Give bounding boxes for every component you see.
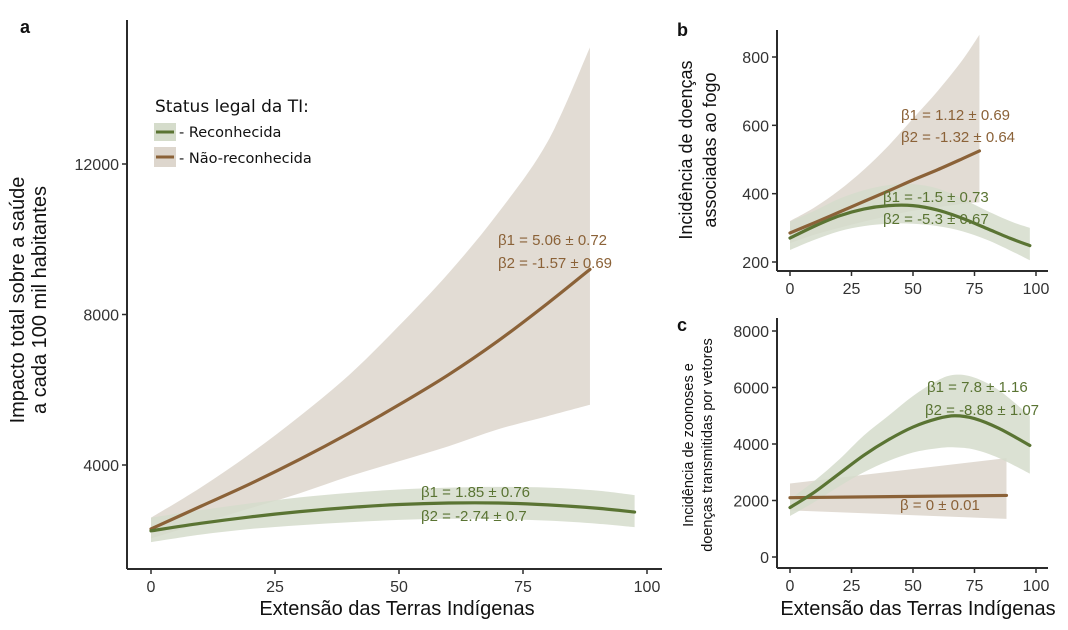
y-axis-title: Incidência de doenças	[676, 60, 696, 239]
annotation-green-1: β2 = -8.88 ± 1.07	[925, 402, 1039, 419]
y-tick-label: 8000	[83, 308, 119, 325]
series-line-green	[788, 203, 1032, 248]
annotation-green-0: β1 = -1.5 ± 0.73	[883, 189, 989, 206]
y-tick-label: 12000	[75, 157, 120, 174]
x-tick-label: 75	[514, 579, 532, 596]
y-tick-label: 4000	[83, 458, 119, 475]
y-axis-title: a cada 100 mil habitantes	[29, 186, 51, 414]
y-axis-title: doenças transmitidas por vetores	[700, 338, 716, 552]
annotation-green-0: β1 = 7.8 ± 1.16	[927, 379, 1028, 396]
x-tick-label: 50	[904, 578, 922, 595]
annotation-brown-1: β2 = -1.32 ± 0.64	[901, 129, 1015, 146]
confidence-band-green	[151, 486, 635, 543]
annotation-green-1: β2 = -2.74 ± 0.7	[421, 508, 527, 525]
annotation-brown-0: β1 = 1.12 ± 0.69	[901, 107, 1010, 124]
legend: Status legal da TI: - Reconhecida - Não-…	[154, 97, 312, 167]
panel-letter-b: b	[677, 20, 688, 40]
x-tick-label: 0	[147, 579, 156, 596]
x-tick-label: 75	[966, 281, 984, 298]
y-tick-label: 200	[742, 255, 769, 272]
confidence-band-brown	[151, 47, 590, 539]
panel-letter-c: c	[677, 315, 687, 335]
panel-c: β = 0 ± 0.01 β1 = 7.8 ± 1.16 β2 = -8.88 ± …	[681, 318, 1056, 620]
x-tick-label: 0	[786, 281, 795, 298]
y-tick-label: 6000	[733, 381, 769, 398]
panel-letter-a: a	[20, 17, 31, 37]
y-axis-title: associadas ao fogo	[700, 72, 720, 227]
y-tick-label: 800	[742, 50, 769, 67]
x-tick-label: 75	[966, 578, 984, 595]
y-tick-label: 600	[742, 118, 769, 135]
x-axis-title: Extensão das Terras Indígenas	[259, 598, 534, 620]
legend-label-nao-reconhecida: - Não-reconhecida	[179, 151, 312, 167]
x-tick-label: 50	[390, 579, 408, 596]
y-tick-label: 4000	[733, 437, 769, 454]
annotation-brown-0: β = 0 ± 0.01	[900, 497, 980, 514]
x-tick-label: 100	[634, 579, 661, 596]
confidence-band-green	[790, 374, 1030, 517]
x-tick-label: 100	[1023, 578, 1050, 595]
y-tick-label: 8000	[733, 324, 769, 341]
annotation-green-0: β1 = 1.85 ± 0.76	[421, 484, 530, 501]
annotation-green-1: β2 = -5.3 ± 0.67	[883, 211, 989, 228]
series-line-green	[788, 414, 1032, 510]
x-tick-label: 0	[786, 578, 795, 595]
series-line-green	[149, 501, 637, 533]
y-axis-title: Impacto total sobre a saúde	[7, 177, 29, 424]
legend-title: Status legal da TI:	[155, 97, 309, 117]
annotation-brown-1: β2 = -1.57 ± 0.69	[498, 255, 612, 272]
y-tick-label: 0	[760, 550, 769, 567]
series-line-brown	[788, 493, 1009, 500]
series-line-brown	[149, 267, 592, 531]
x-axis-title: Extensão das Terras Indígenas	[780, 598, 1055, 620]
y-axis-title: Incidência de zoonoses e	[681, 363, 697, 527]
legend-label-reconhecida: - Reconhecida	[179, 125, 281, 141]
panel-a: β1 = 5.06 ± 0.72 β2 = -1.57 ± 0.69 β1 = 1.…	[7, 20, 662, 620]
x-tick-label: 25	[843, 578, 861, 595]
y-tick-label: 400	[742, 187, 769, 204]
confidence-band-brown	[790, 458, 1007, 519]
x-tick-label: 100	[1023, 281, 1050, 298]
x-tick-label: 50	[904, 281, 922, 298]
panel-b: β1 = 1.12 ± 0.69 β2 = -1.32 ± 0.64 β1 = -1…	[676, 30, 1049, 298]
confidence-band-green	[790, 183, 1030, 261]
x-tick-label: 25	[266, 579, 284, 596]
x-tick-label: 25	[843, 281, 861, 298]
series-line-brown	[788, 149, 982, 235]
annotation-brown-0: β1 = 5.06 ± 0.72	[498, 232, 607, 249]
y-tick-label: 2000	[733, 494, 769, 511]
